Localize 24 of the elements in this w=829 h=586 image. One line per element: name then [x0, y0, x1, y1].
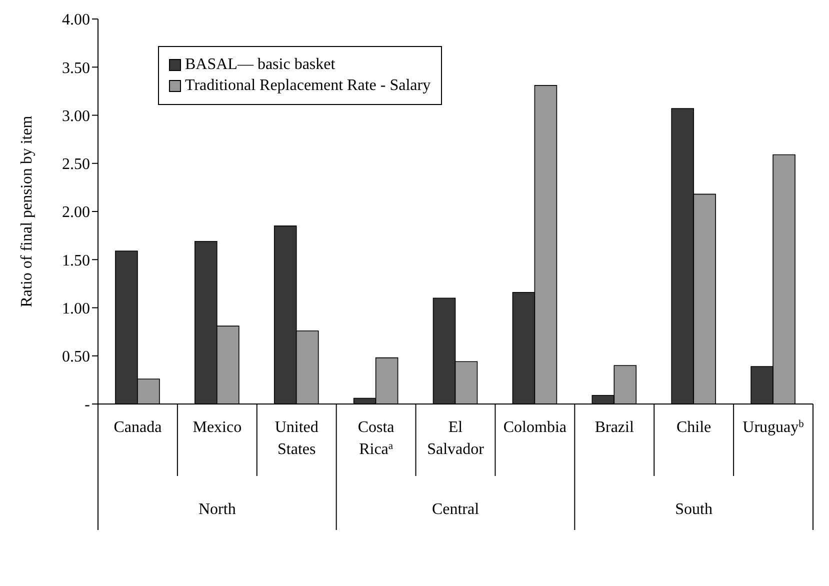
y-tick-label: -	[84, 396, 90, 414]
y-tick-label: 1.00	[62, 300, 90, 318]
y-tick-label: 2.50	[62, 156, 90, 174]
y-tick-label: 3.00	[62, 108, 90, 125]
legend-label: BASAL— basic basket	[185, 56, 336, 74]
x-tick-label: Costa Rica$^{a}$	[358, 419, 394, 458]
x-tick-label: El Salvador	[427, 419, 485, 458]
text: South	[675, 501, 713, 518]
y-tick-label: 2.00	[62, 204, 90, 222]
x-tick-label: Uruguay$^{b}$	[742, 418, 804, 436]
x-tick-label: Canada	[114, 419, 162, 436]
y-tick-label: 0.50	[62, 348, 90, 366]
y-tick-label: 4.00	[62, 12, 90, 29]
x-tick-label: Colombia	[503, 419, 566, 436]
text: North	[198, 501, 236, 518]
x-tick-label: Chile	[676, 419, 712, 436]
y-tick-label: 1.50	[62, 252, 90, 270]
x-tick-label: United States	[274, 419, 318, 458]
y-axis-title: Ratio of final pension by item	[18, 115, 36, 308]
text: Central	[432, 501, 480, 518]
y-tick-label: 3.50	[62, 60, 90, 77]
x-tick-label: Mexico	[192, 419, 242, 436]
legend-label: Traditional Replacement Rate - Salary	[185, 77, 431, 95]
x-tick-label: Brazil	[594, 419, 634, 436]
